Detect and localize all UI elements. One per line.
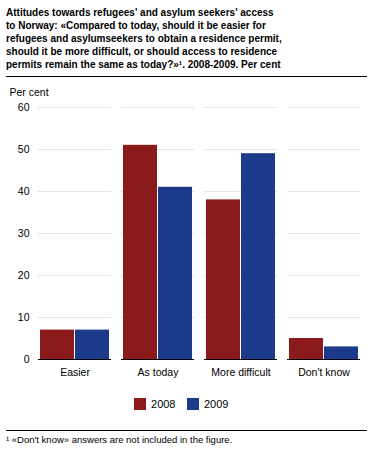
svg-text:Don't know: Don't know [298, 366, 350, 378]
svg-text:More difficult: More difficult [211, 366, 270, 378]
svg-text:50: 50 [18, 143, 30, 155]
svg-text:0: 0 [24, 353, 30, 365]
svg-text:20: 20 [18, 269, 30, 281]
svg-text:40: 40 [18, 185, 30, 197]
html-text:¹ «Don't know» answers are not: ¹ «Don't know» answers are not included … [6, 433, 233, 445]
svg-text:Per cent: Per cent [10, 86, 49, 98]
svg-text:30: 30 [18, 227, 30, 239]
svg-text:As today: As today [138, 366, 180, 378]
html-text:2009: 2009 [204, 397, 229, 410]
svg-text:Easier: Easier [60, 366, 90, 378]
svg-text:60: 60 [18, 101, 30, 113]
html-text:2008: 2008 [151, 397, 176, 410]
html-text:Attitudes towards refugees' an: Attitudes towards refugees' and asylum s… [6, 7, 282, 70]
svg-text:10: 10 [18, 311, 30, 323]
